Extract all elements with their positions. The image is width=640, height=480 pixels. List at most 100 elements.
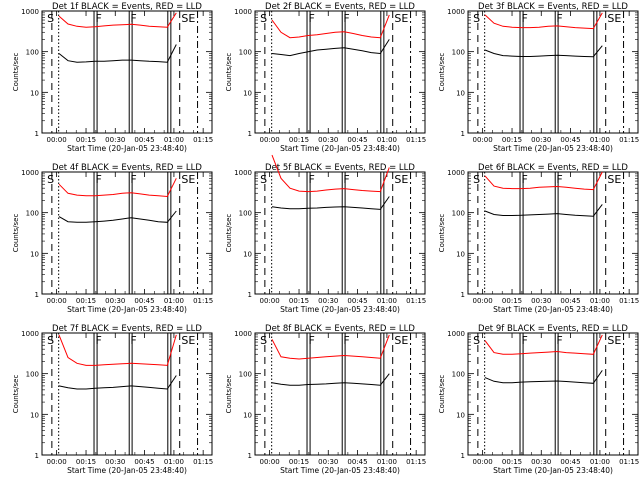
event-annotation: F	[556, 173, 562, 186]
lld-series-line	[271, 14, 390, 39]
x-tick-label: 01:00	[164, 297, 184, 305]
x-tick-label: 00:15	[76, 297, 96, 305]
y-axis-label: Counts/sec	[225, 214, 233, 253]
y-tick-label: 1	[248, 130, 252, 138]
y-tick-label: 1	[461, 130, 465, 138]
event-annotation: SE	[394, 334, 408, 347]
event-annotation: SE	[394, 173, 408, 186]
event-annotation: F	[556, 334, 562, 347]
y-tick-label: 1000	[447, 330, 465, 338]
x-axis-label: Start Time (20-Jan-05 23:48:40)	[280, 466, 400, 475]
plot-frame	[254, 171, 426, 295]
y-tick-label: 100	[26, 49, 39, 57]
event-annotation: F	[130, 12, 136, 25]
x-tick-label: 00:45	[560, 297, 580, 305]
panel-title: Det 3f BLACK = Events, RED = LLD	[478, 2, 628, 12]
events-series-line	[271, 196, 390, 210]
x-tick-label: 01:15	[619, 136, 639, 144]
y-tick-label: 10	[243, 89, 252, 97]
y-tick-label: 1	[461, 291, 465, 299]
events-series-line	[58, 44, 177, 63]
y-tick-label: 1000	[21, 330, 39, 338]
y-axis-label: Counts/sec	[225, 53, 233, 92]
event-annotation: S	[473, 334, 480, 347]
x-tick-label: 00:30	[105, 297, 125, 305]
plot-frame	[254, 10, 426, 134]
x-axis-label: Start Time (20-Jan-05 23:48:40)	[493, 144, 613, 153]
lld-series-line	[271, 154, 390, 193]
event-annotation: S	[47, 334, 54, 347]
x-tick-label: 00:30	[318, 297, 338, 305]
x-tick-label: 01:15	[619, 297, 639, 305]
x-tick-label: 01:15	[406, 297, 426, 305]
event-annotation: F	[556, 12, 562, 25]
y-tick-label: 10	[456, 89, 465, 97]
panel-title: Det 2f BLACK = Events, RED = LLD	[265, 2, 415, 12]
event-annotation: S	[260, 173, 267, 186]
x-tick-label: 00:15	[502, 136, 522, 144]
x-tick-label: 00:45	[560, 136, 580, 144]
x-tick-label: 00:45	[347, 136, 367, 144]
x-tick-label: 00:45	[347, 297, 367, 305]
x-tick-label: 01:00	[377, 458, 397, 466]
events-series-line	[271, 39, 390, 57]
x-tick-label: 00:00	[260, 458, 280, 466]
y-axis-label: Counts/sec	[12, 214, 20, 253]
x-tick-label: 00:00	[47, 297, 67, 305]
x-tick-label: 01:15	[406, 458, 426, 466]
lld-series-line	[271, 334, 390, 360]
y-tick-label: 1000	[21, 8, 39, 16]
y-tick-label: 100	[452, 210, 465, 218]
event-annotation: SE	[607, 12, 621, 25]
event-annotation: F	[130, 334, 136, 347]
y-tick-label: 1000	[234, 330, 252, 338]
y-tick-label: 10	[456, 250, 465, 258]
x-tick-label: 00:30	[105, 136, 125, 144]
y-tick-label: 10	[30, 250, 39, 258]
events-series-line	[271, 373, 390, 386]
plot-frame	[41, 332, 213, 456]
x-tick-label: 00:15	[76, 136, 96, 144]
y-axis-label: Counts/sec	[225, 375, 233, 414]
x-axis-label: Start Time (20-Jan-05 23:48:40)	[280, 305, 400, 314]
x-tick-label: 00:45	[347, 458, 367, 466]
y-tick-label: 1000	[21, 169, 39, 177]
events-series-line	[484, 370, 603, 384]
x-tick-label: 00:00	[47, 458, 67, 466]
lld-series-line	[484, 12, 603, 30]
plot-frame	[41, 10, 213, 134]
y-axis-label: Counts/sec	[12, 53, 20, 92]
plot-frame	[467, 10, 639, 134]
event-annotation: S	[473, 12, 480, 25]
lld-series-line	[484, 334, 603, 355]
panel-3: Det 3f BLACK = Events, RED = LLD 1 10 100 10…	[438, 2, 639, 153]
event-annotation: F	[309, 334, 315, 347]
event-annotation: F	[522, 173, 528, 186]
event-annotation: S	[260, 334, 267, 347]
x-tick-label: 00:00	[260, 136, 280, 144]
x-tick-label: 00:15	[289, 297, 309, 305]
event-annotation: SE	[394, 12, 408, 25]
y-tick-label: 100	[452, 371, 465, 379]
x-tick-label: 00:30	[531, 458, 551, 466]
x-tick-label: 01:15	[193, 297, 213, 305]
events-series-line	[58, 375, 177, 390]
plot-frame	[254, 332, 426, 456]
x-tick-label: 01:00	[377, 297, 397, 305]
event-annotation: S	[47, 12, 54, 25]
x-tick-label: 01:00	[377, 136, 397, 144]
x-tick-label: 00:30	[318, 136, 338, 144]
x-tick-label: 01:15	[193, 458, 213, 466]
panel-title: Det 6f BLACK = Events, RED = LLD	[478, 163, 628, 173]
x-axis-label: Start Time (20-Jan-05 23:48:40)	[493, 466, 613, 475]
y-axis-label: Counts/sec	[12, 375, 20, 414]
event-annotation: S	[47, 173, 54, 186]
y-tick-label: 10	[30, 411, 39, 419]
y-tick-label: 1	[248, 452, 252, 460]
event-annotation: F	[96, 12, 102, 25]
events-series-line	[484, 204, 603, 217]
panel-7: Det 7f BLACK = Events, RED = LLD 1 10 100 10…	[12, 324, 213, 475]
y-axis-label: Counts/sec	[438, 53, 446, 92]
event-annotation: F	[343, 12, 349, 25]
